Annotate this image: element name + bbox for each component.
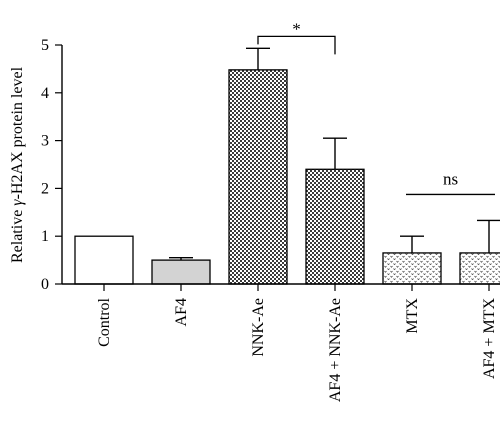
significance-label: ns xyxy=(443,169,458,188)
bars xyxy=(74,47,500,285)
x-tick-label: MTX xyxy=(404,298,421,334)
bar-nnk-ae xyxy=(228,69,288,285)
bar-control xyxy=(74,235,134,285)
bar-af4 xyxy=(151,259,211,285)
x-tick-label: AF4 + MTX xyxy=(481,298,498,379)
x-axis: Control AF4 NNK-Ae AF4 + NNK-Ae MTX AF4 + MTX xyxy=(62,283,500,402)
y-axis: 0 1 2 3 4 5 xyxy=(41,37,63,293)
significance-label: * xyxy=(292,19,301,38)
x-tick-label: Control xyxy=(96,297,113,346)
bar-mtx xyxy=(382,252,442,285)
y-tick-label: 3 xyxy=(41,133,49,150)
y-axis-label: Relative γ-H2AX protein level xyxy=(9,66,26,263)
significance-annotations: * ns xyxy=(257,19,495,196)
x-tick-label: AF4 xyxy=(173,298,190,326)
y-tick-label: 5 xyxy=(41,37,49,54)
bar-af4-mtx xyxy=(459,252,500,285)
y-tick-label: 1 xyxy=(41,228,49,245)
y-tick-label: 2 xyxy=(41,180,49,197)
bar-af4-nnk-ae xyxy=(305,168,365,285)
x-tick-label: NNK-Ae xyxy=(250,298,267,357)
y-tick-label: 4 xyxy=(41,85,49,102)
x-tick-label: AF4 + NNK-Ae xyxy=(327,298,344,402)
significance-bracket xyxy=(257,35,336,55)
y-tick-label: 0 xyxy=(41,276,49,293)
